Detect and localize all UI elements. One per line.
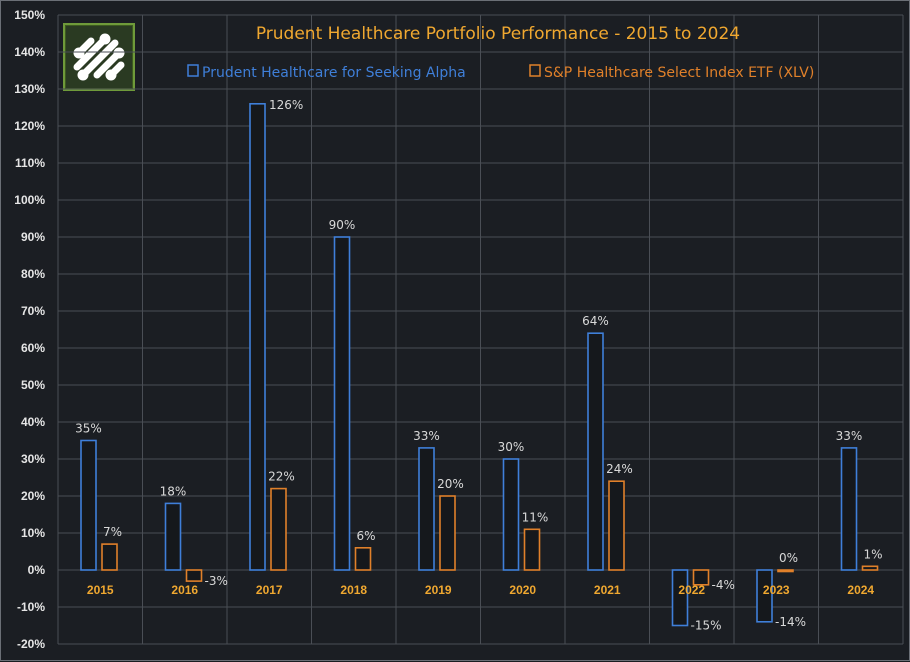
y-tick-label: 90% [21, 230, 45, 244]
y-tick-label: 110% [15, 156, 45, 170]
y-tick-label: -10% [17, 600, 45, 614]
y-tick-label: 20% [21, 489, 45, 503]
bars [80, 103, 879, 627]
data-label-xlv-2022: -4% [712, 578, 735, 592]
y-axis-ticks: -20% -10% 0% 10% 20% 30% 40% 50% 60% 70% 80% 90% 100… [14, 8, 45, 651]
data-label-prudent-2021: 64% [582, 314, 609, 328]
y-tick-label: 100% [14, 193, 45, 207]
data-label-prudent-2019: 33% [413, 429, 440, 443]
legend: Prudent Healthcare for Seeking Alpha S&P… [187, 64, 814, 81]
data-label-prudent-2015: 35% [75, 422, 102, 436]
legend-label-prudent: Prudent Healthcare for Seeking Alpha [202, 65, 466, 81]
bar-prudent-2018 [333, 236, 351, 571]
x-tick-label-2019: 2019 [425, 583, 452, 597]
data-label-xlv-2023: 0% [779, 551, 798, 565]
bar-xlv-2015 [101, 543, 118, 571]
bar-xlv-2023 [777, 569, 794, 573]
data-label-prudent-2018: 90% [329, 218, 356, 232]
x-tick-label-2020: 2020 [509, 583, 536, 597]
y-tick-label: -20% [17, 637, 45, 651]
data-label-xlv-2017: 22% [268, 470, 295, 484]
y-tick-label: 30% [21, 452, 45, 466]
legend-swatch-xlv [529, 64, 541, 77]
bar-xlv-2024 [861, 565, 879, 571]
bar-xlv-2021 [608, 480, 625, 571]
data-label-prudent-2024: 33% [836, 429, 863, 443]
y-tick-label: 150% [14, 8, 45, 22]
bar-xlv-2017 [270, 487, 287, 571]
bar-prudent-2015 [80, 439, 97, 571]
data-label-xlv-2016: -3% [205, 574, 228, 588]
bar-prudent-2022 [671, 569, 689, 627]
logo-icon [63, 23, 135, 91]
bar-prudent-2019 [418, 447, 435, 571]
bar-xlv-2019 [439, 495, 456, 571]
y-tick-label: 60% [21, 341, 45, 355]
data-label-xlv-2018: 6% [356, 529, 375, 543]
y-tick-label: 50% [21, 378, 45, 392]
data-label-prudent-2023: -14% [775, 615, 806, 629]
y-tick-label: 0% [28, 563, 46, 577]
y-tick-label: 70% [21, 304, 45, 318]
x-tick-label-2024: 2024 [847, 583, 874, 597]
x-tick-label-2022: 2022 [678, 583, 705, 597]
bar-prudent-2024 [840, 447, 858, 571]
data-labels: 35% 7% 18% -3% 126% 22% 90% 6% 33% 20% 30% 11% 64% 24… [75, 98, 882, 633]
x-tick-label-2021: 2021 [594, 583, 621, 597]
x-tick-label-2015: 2015 [87, 583, 114, 597]
y-tick-label: 40% [21, 415, 45, 429]
y-tick-label: 10% [21, 526, 45, 540]
x-tick-label-2018: 2018 [340, 583, 367, 597]
y-tick-label: 140% [14, 45, 45, 59]
molecule-logo-icon [73, 33, 125, 81]
data-label-prudent-2022: -15% [691, 619, 722, 633]
bar-xlv-2018 [354, 546, 372, 571]
bar-prudent-2016 [164, 502, 182, 571]
bar-xlv-2020 [523, 528, 541, 571]
legend-swatch-prudent [187, 64, 199, 77]
y-tick-label: 130% [14, 82, 45, 96]
bar-prudent-2023 [756, 569, 773, 623]
data-label-xlv-2020: 11% [522, 510, 549, 524]
x-tick-label-2016: 2016 [171, 583, 198, 597]
chart-title: Prudent Healthcare Portfolio Performance… [256, 24, 740, 44]
gridlines [57, 14, 904, 645]
bar-prudent-2017 [249, 103, 266, 571]
data-label-xlv-2021: 24% [606, 462, 633, 476]
bar-prudent-2020 [502, 458, 520, 571]
x-tick-label-2023: 2023 [763, 583, 790, 597]
x-tick-label-2017: 2017 [256, 583, 283, 597]
bar-xlv-2022 [692, 569, 710, 586]
bar-xlv-2016 [185, 569, 203, 582]
legend-label-xlv: S&P Healthcare Select Index ETF (XLV) [544, 65, 814, 81]
data-label-xlv-2015: 7% [103, 525, 122, 539]
data-label-prudent-2017: 126% [269, 98, 303, 112]
data-label-xlv-2019: 20% [437, 477, 464, 491]
y-tick-label: 120% [14, 119, 45, 133]
bar-prudent-2021 [587, 332, 604, 571]
x-axis-ticks: 2015 2016 2017 2018 2019 2020 2021 2022 2023 2024 [87, 583, 875, 597]
data-label-prudent-2020: 30% [498, 440, 525, 454]
y-tick-label: 80% [21, 267, 45, 281]
data-label-xlv-2024: 1% [863, 547, 882, 561]
data-label-prudent-2016: 18% [160, 484, 187, 498]
